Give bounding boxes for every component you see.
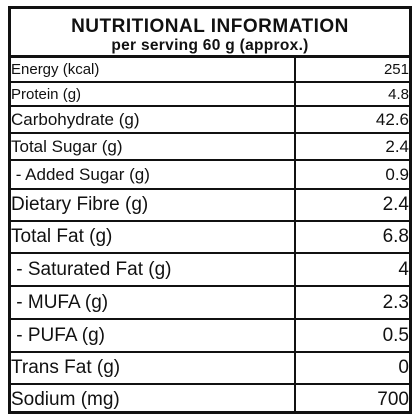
panel-title: NUTRITIONAL INFORMATION: [71, 16, 349, 37]
nutrient-name: Protein (g): [11, 82, 296, 107]
nutrient-name: - Saturated Fat (g): [11, 253, 296, 287]
table-row: Energy (kcal) 251: [11, 58, 409, 83]
table-row: Carbohydrate (g) 42.6: [11, 106, 409, 134]
nutrient-name: Total Sugar (g): [11, 133, 296, 161]
nutrient-name: Sodium (mg): [11, 384, 296, 414]
table-row: Total Sugar (g) 2.4: [11, 133, 409, 161]
nutrient-name: Dietary Fibre (g): [11, 189, 296, 222]
table-row: Sodium (mg) 700: [11, 384, 409, 414]
nutrient-name: - MUFA (g): [11, 286, 296, 320]
nutrient-name: - Added Sugar (g): [11, 160, 296, 190]
nutrient-table: Energy (kcal) 251 Protein (g) 4.8 Carboh…: [11, 58, 409, 414]
serving-size: per serving 60 g (approx.): [111, 37, 309, 54]
table-row: Dietary Fibre (g) 2.4: [11, 189, 409, 222]
table-row: - MUFA (g) 2.3: [11, 286, 409, 320]
nutrient-name: Total Fat (g): [11, 221, 296, 254]
table-row: - Added Sugar (g) 0.9: [11, 160, 409, 190]
table-row: Trans Fat (g) 0: [11, 352, 409, 385]
nutrient-name: Energy (kcal): [11, 58, 296, 83]
nutrient-name: - PUFA (g): [11, 319, 296, 353]
nutrient-value: 2.3: [295, 286, 409, 320]
table-row: Protein (g) 4.8: [11, 82, 409, 107]
nutrient-value: 6.8: [295, 221, 409, 254]
nutrient-value: 4: [295, 253, 409, 287]
nutrient-name: Carbohydrate (g): [11, 106, 296, 134]
table-row: - Saturated Fat (g) 4: [11, 253, 409, 287]
table-row: - PUFA (g) 0.5: [11, 319, 409, 353]
nutrient-value: 0.5: [295, 319, 409, 353]
nutrient-name: Trans Fat (g): [11, 352, 296, 385]
panel-header: NUTRITIONAL INFORMATION per serving 60 g…: [11, 9, 409, 58]
nutrient-value: 42.6: [295, 106, 409, 134]
nutrient-value: 2.4: [295, 133, 409, 161]
nutrient-value: 2.4: [295, 189, 409, 222]
nutrition-panel: NUTRITIONAL INFORMATION per serving 60 g…: [8, 6, 412, 414]
nutrient-value: 0: [295, 352, 409, 385]
nutrient-value: 4.8: [295, 82, 409, 107]
nutrient-value: 700: [377, 388, 409, 410]
nutrient-value: 251: [295, 58, 409, 83]
nutrient-value: 0.9: [295, 160, 409, 190]
table-row: Total Fat (g) 6.8: [11, 221, 409, 254]
